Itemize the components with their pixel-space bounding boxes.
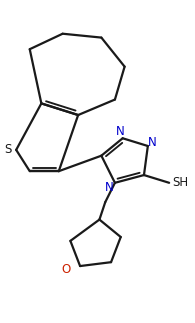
Text: N: N xyxy=(148,136,157,149)
Text: S: S xyxy=(4,143,11,156)
Text: SH: SH xyxy=(172,176,188,189)
Text: O: O xyxy=(61,264,70,276)
Text: N: N xyxy=(116,125,125,138)
Text: N: N xyxy=(105,181,113,194)
